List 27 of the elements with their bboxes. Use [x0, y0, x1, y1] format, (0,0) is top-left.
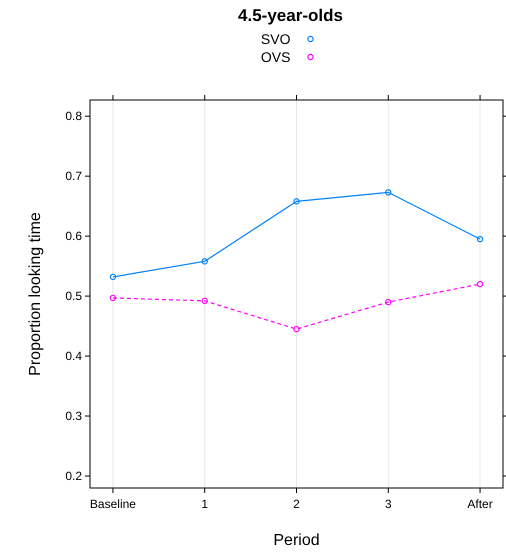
y-tick-label: 0.6	[65, 229, 82, 244]
point	[202, 258, 208, 265]
point	[476, 280, 484, 288]
point	[202, 298, 208, 304]
y-tick-label: 0.2	[65, 469, 82, 484]
legend-label: OVS	[260, 49, 290, 65]
x-axis-title: Period	[273, 532, 320, 549]
x-tick-label: 1	[201, 497, 208, 511]
x-tick-label: 3	[384, 497, 392, 511]
y-tick-label: 0.3	[65, 409, 82, 424]
legend-label: SVO	[260, 31, 291, 47]
y-tick-label: 0.4	[65, 349, 82, 364]
y-axis-title: Proportion looking time	[27, 212, 44, 376]
x-tick-label: Baseline	[90, 497, 136, 511]
point	[385, 298, 392, 306]
y-tick-label: 0.8	[65, 109, 82, 124]
y-tick-label: 0.5	[65, 289, 82, 304]
point	[110, 274, 116, 280]
point	[476, 236, 484, 242]
x-tick-label: 2	[293, 497, 300, 511]
point	[110, 294, 116, 302]
point	[385, 189, 392, 196]
x-tick-label: After	[467, 497, 493, 511]
y-tick-label: 0.7	[65, 169, 82, 184]
point	[293, 198, 300, 205]
point	[293, 326, 300, 332]
chart-title: 4.5-year-olds	[238, 6, 343, 25]
